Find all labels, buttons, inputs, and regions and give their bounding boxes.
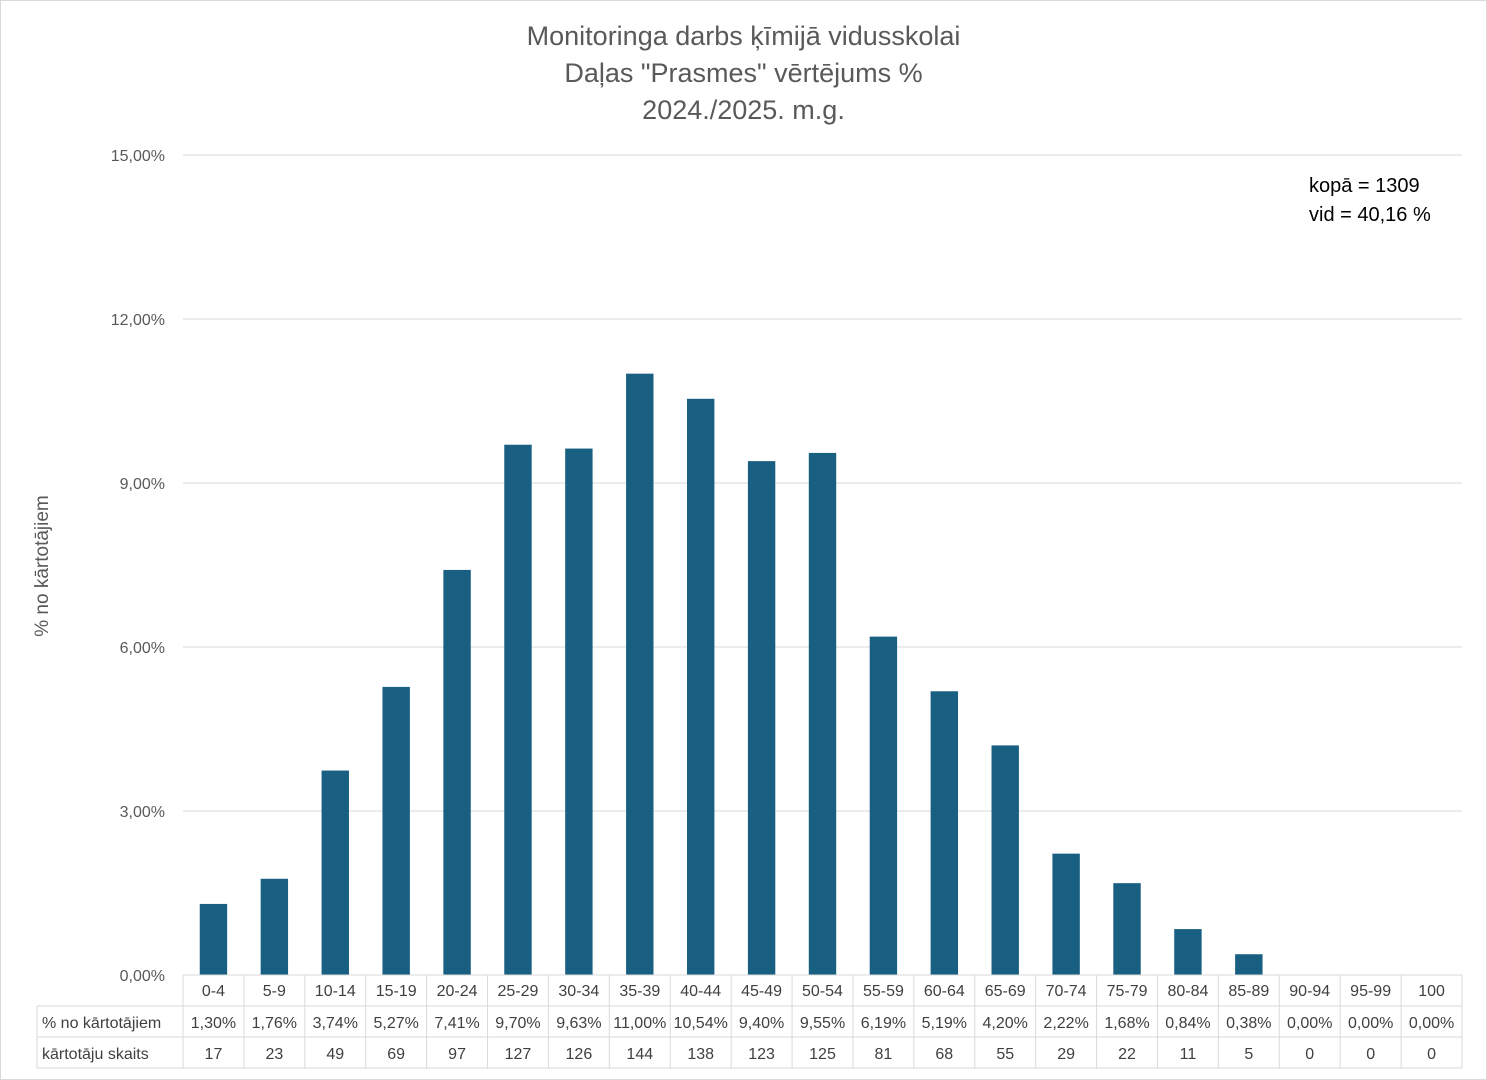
bar <box>565 448 593 975</box>
table-cell: 125 <box>809 1046 836 1063</box>
table-cell: 23 <box>265 1046 283 1063</box>
table-cell: 1,76% <box>252 1015 297 1032</box>
table-cell: 29 <box>1057 1046 1075 1063</box>
bar <box>504 444 532 975</box>
chart-title: Monitoringa darbs ķīmijā vidusskolai Daļ… <box>0 18 1487 129</box>
table-cell: 0,00% <box>1348 1015 1393 1032</box>
x-tick-label: 85-89 <box>1228 983 1269 1000</box>
bar <box>991 745 1019 975</box>
table-cell: 11 <box>1180 1046 1197 1063</box>
x-tick-label: 10-14 <box>315 983 356 1000</box>
table-cell: 5,19% <box>922 1015 967 1032</box>
table-cell: 11,00% <box>613 1015 666 1032</box>
table-cell: 68 <box>935 1046 953 1063</box>
bar <box>930 691 959 975</box>
chart-title-line-3: 2024./2025. m.g. <box>642 95 845 125</box>
x-tick-label: 65-69 <box>985 983 1026 1000</box>
table-cell: 0 <box>1366 1046 1375 1063</box>
bar <box>1174 929 1202 975</box>
bar <box>686 398 715 975</box>
table-cell: 0,38% <box>1226 1015 1271 1032</box>
table-cell: 9,70% <box>495 1015 540 1032</box>
table-cell: 127 <box>505 1046 532 1063</box>
x-tick-label: 80-84 <box>1167 983 1208 1000</box>
x-tick-label: 35-39 <box>619 983 660 1000</box>
y-tick-label: 15,00% <box>111 148 165 165</box>
table-cell: 22 <box>1118 1046 1136 1063</box>
table-cell: 10,54% <box>674 1015 728 1032</box>
table-cell: 0,00% <box>1409 1015 1454 1032</box>
table-cell: 5 <box>1244 1046 1253 1063</box>
x-tick-label: 30-34 <box>558 983 599 1000</box>
table-cell: 138 <box>687 1046 714 1063</box>
bar <box>443 569 471 975</box>
bar <box>626 373 654 976</box>
x-tick-label: 25-29 <box>498 983 539 1000</box>
table-row-label: % no kārtotājiem <box>42 1015 161 1032</box>
table-cell: 6,19% <box>861 1015 906 1032</box>
table-cell: 9,40% <box>739 1015 784 1032</box>
chart-title-line-2: Daļas "Prasmes" vērtējums % <box>564 58 923 88</box>
table-cell: 69 <box>387 1046 405 1063</box>
chart-title-line-1: Monitoringa darbs ķīmijā vidusskolai <box>526 21 961 51</box>
bar <box>808 452 837 975</box>
table-cell: 55 <box>996 1046 1014 1063</box>
table-cell: 1,30% <box>191 1015 236 1032</box>
total-count-annotation: kopā = 1309 <box>1309 175 1420 197</box>
bar <box>260 878 289 975</box>
y-tick-label: 3,00% <box>120 804 165 821</box>
y-tick-label: 9,00% <box>120 476 165 493</box>
table-cell: 144 <box>626 1046 653 1063</box>
table-cell: 123 <box>748 1046 775 1063</box>
table-cell: 97 <box>448 1046 466 1063</box>
table-cell: 126 <box>566 1046 593 1063</box>
table-cell: 4,20% <box>983 1015 1028 1032</box>
table-cell: 0,00% <box>1287 1015 1332 1032</box>
x-tick-label: 75-79 <box>1107 983 1148 1000</box>
bar <box>1052 853 1080 975</box>
x-tick-label: 15-19 <box>376 983 417 1000</box>
table-cell: 3,74% <box>313 1015 358 1032</box>
x-tick-label: 70-74 <box>1046 983 1087 1000</box>
bar <box>382 686 410 975</box>
bar <box>747 461 776 976</box>
summary-annotation: kopā = 1309 vid = 40,16 % <box>1309 172 1431 230</box>
table-cell: 1,68% <box>1104 1015 1149 1032</box>
x-tick-label: 40-44 <box>680 983 721 1000</box>
x-tick-label: 20-24 <box>437 983 478 1000</box>
y-tick-label: 0,00% <box>120 968 165 985</box>
x-tick-label: 50-54 <box>802 983 843 1000</box>
table-cell: 9,63% <box>556 1015 601 1032</box>
table-cell: 81 <box>875 1046 893 1063</box>
table-cell: 7,41% <box>434 1015 479 1032</box>
bar <box>199 903 228 975</box>
x-tick-label: 90-94 <box>1289 983 1330 1000</box>
table-cell: 0 <box>1305 1046 1314 1063</box>
bar <box>1113 883 1141 975</box>
x-tick-label: 95-99 <box>1350 983 1391 1000</box>
x-tick-label: 100 <box>1418 983 1445 1000</box>
table-cell: 0,84% <box>1165 1015 1210 1032</box>
y-tick-label: 6,00% <box>120 640 165 657</box>
table-cell: 5,27% <box>373 1015 418 1032</box>
x-tick-label: 55-59 <box>863 983 904 1000</box>
y-tick-label: 12,00% <box>111 312 165 329</box>
table-cell: 49 <box>326 1046 344 1063</box>
x-tick-label: 5-9 <box>263 983 286 1000</box>
x-tick-label: 0-4 <box>202 983 225 1000</box>
bar <box>869 636 898 975</box>
x-tick-label: 45-49 <box>741 983 782 1000</box>
bar <box>1235 954 1263 975</box>
table-row-label: kārtotāju skaits <box>42 1046 149 1063</box>
average-annotation: vid = 40,16 % <box>1309 204 1431 226</box>
x-tick-label: 60-64 <box>924 983 965 1000</box>
table-cell: 0 <box>1427 1046 1436 1063</box>
table-cell: 17 <box>205 1046 223 1063</box>
table-cell: 2,22% <box>1043 1015 1088 1032</box>
table-cell: 9,55% <box>800 1015 845 1032</box>
bar <box>321 770 349 975</box>
